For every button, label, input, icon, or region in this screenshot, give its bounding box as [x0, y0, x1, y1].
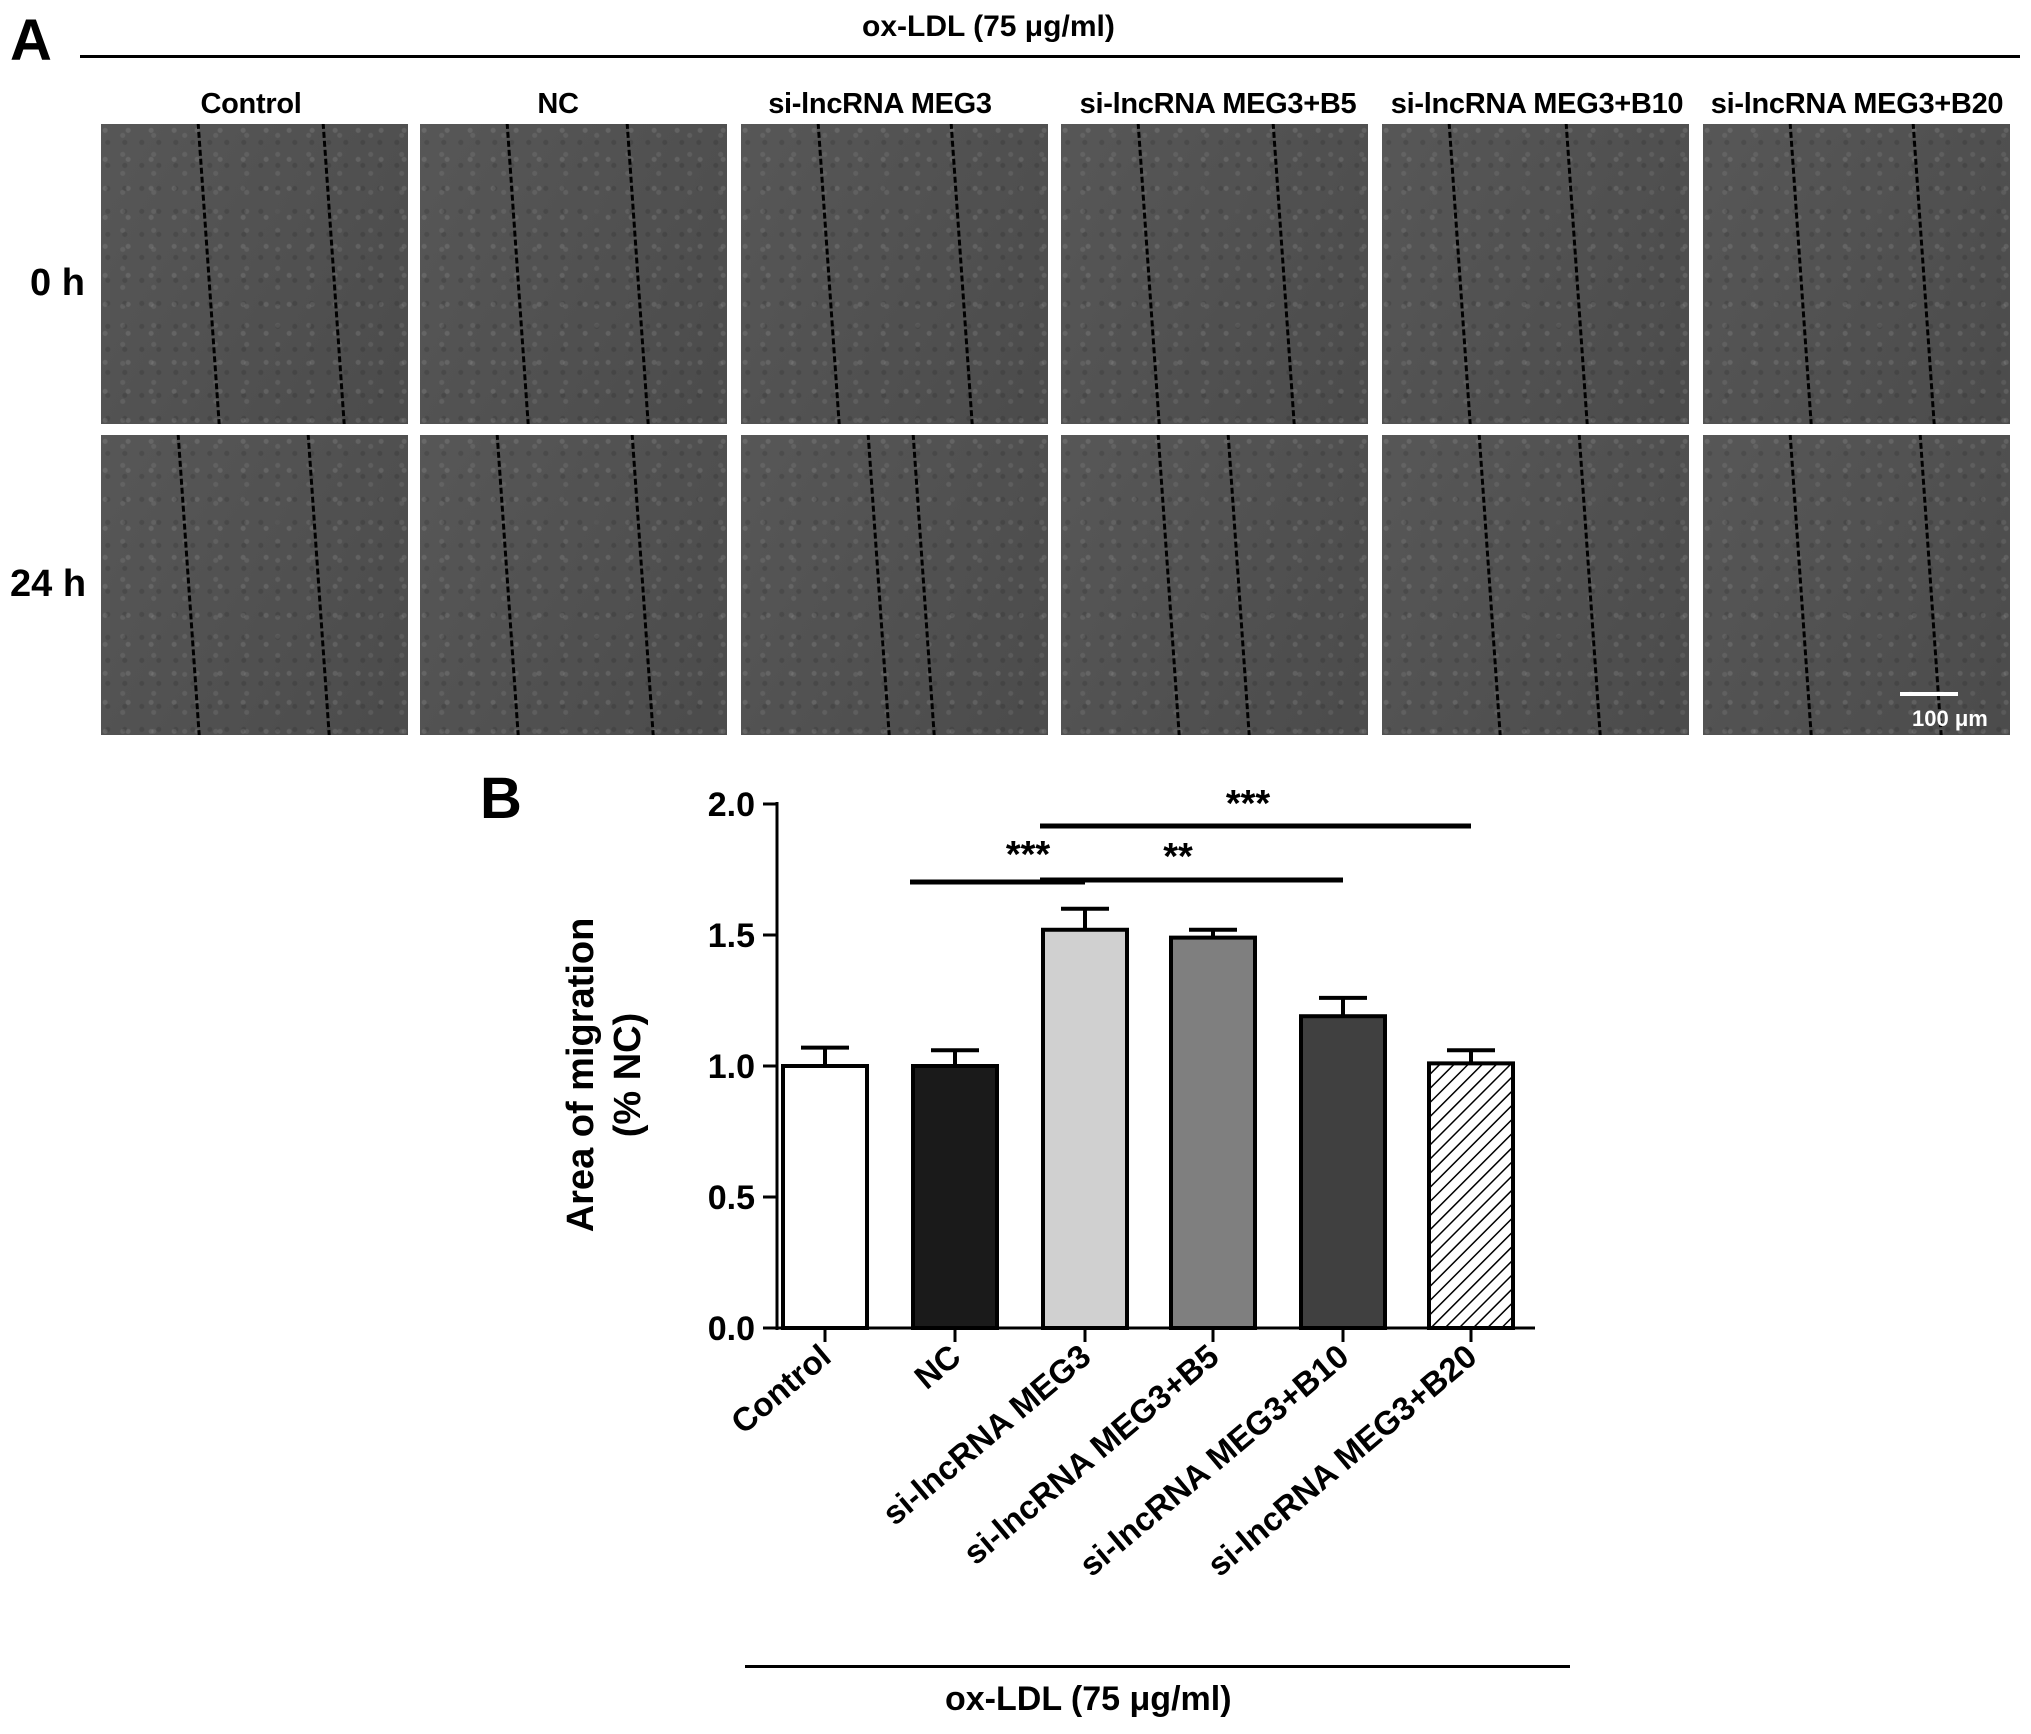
bar [1299, 1014, 1387, 1330]
significance-label: *** [1226, 783, 1271, 825]
row-label-24h: 24 h [10, 563, 87, 605]
y-tick-label: 1.5 [708, 917, 755, 955]
panel-a-letter: A [10, 8, 52, 73]
significance-annotations: *** ***** [910, 783, 1471, 885]
panel-b-treatment-line [745, 1665, 1570, 1668]
x-tick-label: Control [724, 1337, 838, 1441]
significance-label: ** [1163, 836, 1193, 878]
y-tick-label: 2.0 [708, 786, 755, 824]
panel-a-treatment-line [80, 55, 2020, 58]
column-title-si-meg3-b10: si-lncRNA MEG3+B10 [1390, 88, 1684, 120]
column-title-control: Control [200, 88, 302, 120]
scale-bar [1900, 692, 1958, 696]
column-title-si-meg3: si-lncRNA MEG3 [768, 88, 992, 120]
micrograph-nc-0h [420, 124, 727, 424]
y-tick-label: 0.5 [708, 1179, 755, 1217]
chart-bars [781, 906, 1515, 1330]
micrograph-si-meg3-0h [741, 124, 1048, 424]
micrograph-control-24h [101, 435, 408, 735]
panel-b-treatment-label: ox-LDL (75 μg/ml) [945, 1680, 1232, 1718]
x-tick-label: NC [907, 1337, 967, 1396]
bar [781, 1064, 869, 1330]
micrograph-si-meg3-b20-0h [1703, 124, 2010, 424]
micrograph-si-meg3-24h [741, 435, 1048, 735]
significance-label: *** [1006, 834, 1051, 876]
y-tick-label: 1.0 [708, 1048, 755, 1086]
x-tick-label: si-lncRNA MEG3+B5 [956, 1337, 1225, 1571]
bar [1427, 1061, 1515, 1330]
panel-b-letter: B [480, 766, 522, 831]
column-title-si-meg3-b5: si-lncRNA MEG3+B5 [1079, 88, 1357, 120]
micrograph-si-meg3-b20-24h [1703, 435, 2010, 735]
y-tick-label: 0.0 [708, 1310, 755, 1348]
panel-a-treatment-label: ox-LDL (75 μg/ml) [862, 10, 1115, 43]
micrograph-si-meg3-b5-24h [1061, 435, 1368, 735]
bar [911, 1064, 999, 1330]
column-title-si-meg3-b20: si-lncRNA MEG3+B20 [1710, 88, 2004, 120]
micrograph-control-0h [101, 124, 408, 424]
row-label-0h: 0 h [30, 262, 85, 304]
y-axis-label-line1: Area of migration [560, 918, 602, 1233]
column-title-nc: NC [537, 88, 579, 120]
y-axis-label-line2: (% NC) [607, 1013, 649, 1138]
scale-bar-label: 100 μm [1912, 706, 1988, 731]
micrograph-si-meg3-b10-0h [1382, 124, 1689, 424]
micrograph-si-meg3-b10-24h [1382, 435, 1689, 735]
chart-axes: 0.0 0.5 1.0 1.5 2.0 [708, 786, 1535, 1348]
bar [1041, 927, 1129, 1330]
micrograph-si-meg3-b5-0h [1061, 124, 1368, 424]
micrograph-nc-24h [420, 435, 727, 735]
bar [1169, 935, 1257, 1330]
